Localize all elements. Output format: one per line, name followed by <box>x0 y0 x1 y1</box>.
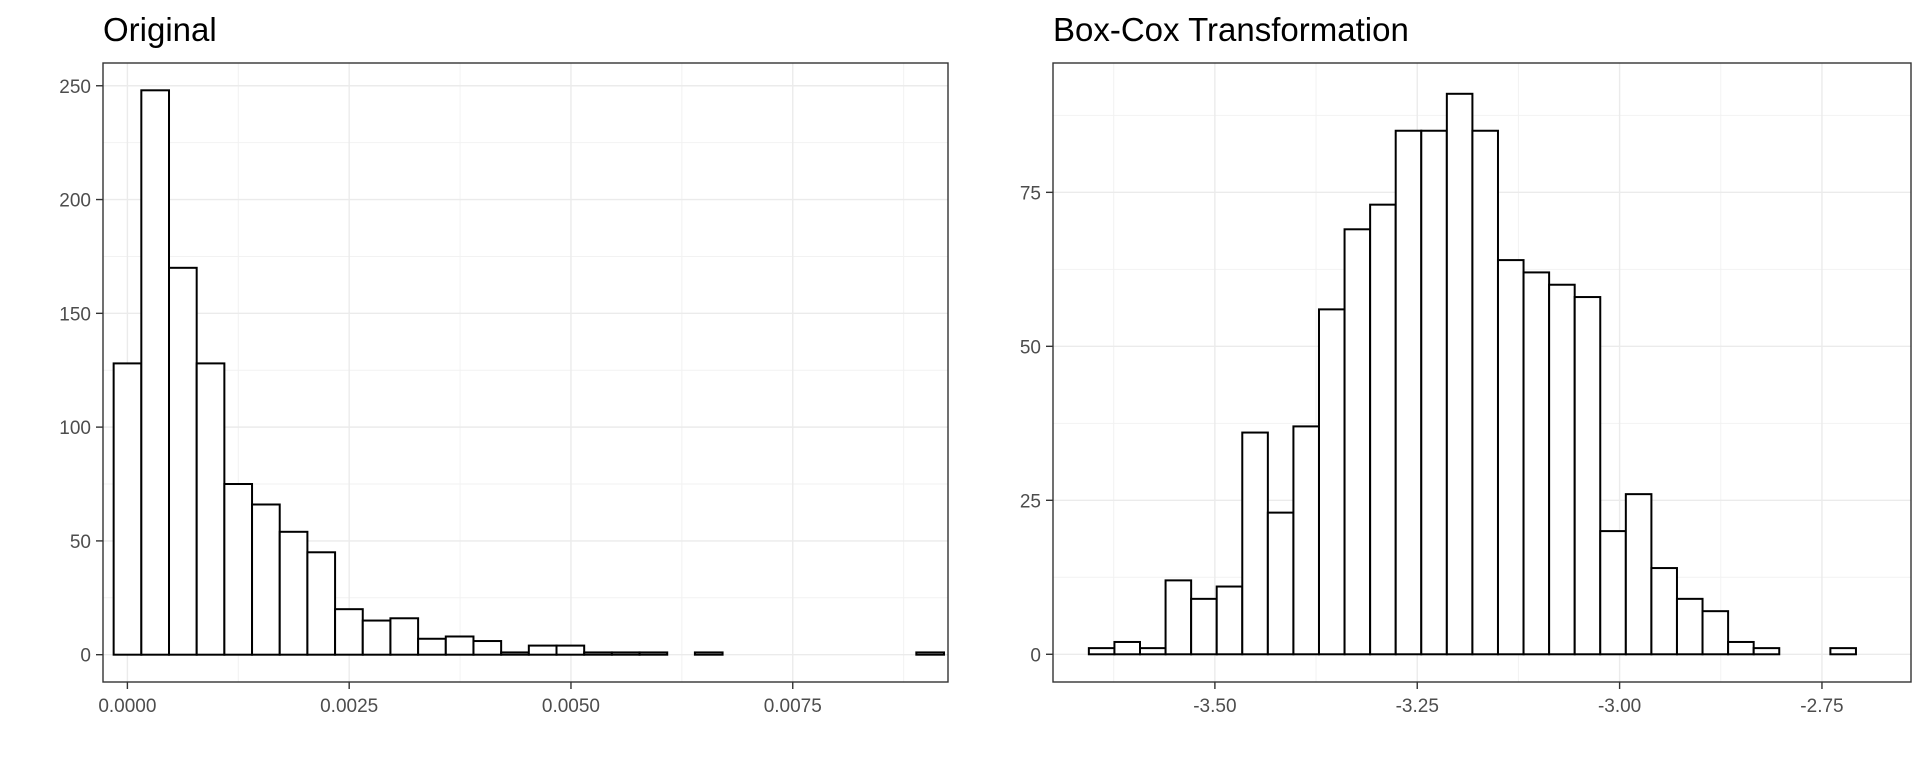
histogram-bar <box>472 640 503 656</box>
histogram-bar <box>1138 647 1167 656</box>
histogram-bar <box>1215 585 1244 656</box>
x-tick-label: -3.00 <box>1598 696 1641 717</box>
histogram-bar <box>1522 271 1551 656</box>
x-tick-label: -3.25 <box>1396 696 1439 717</box>
histogram-bar <box>1829 647 1857 656</box>
histogram-bar <box>1369 203 1397 656</box>
x-tick-label: 0.0000 <box>98 696 156 717</box>
x-tick-label: 0.0050 <box>542 696 600 717</box>
histogram-bar <box>223 483 254 656</box>
histogram-bar <box>1496 259 1525 656</box>
histogram-bar <box>1420 129 1448 656</box>
x-tick-label: -2.75 <box>1800 696 1843 717</box>
y-tick-label: 150 <box>59 304 91 325</box>
histogram-bar <box>417 637 447 656</box>
x-tick-label: 0.0025 <box>320 696 378 717</box>
histogram-bar <box>1087 647 1116 656</box>
x-tick-label: -3.50 <box>1193 696 1236 717</box>
histogram-bar <box>1701 610 1730 656</box>
histogram-bar <box>915 651 946 656</box>
y-tick-label: 0 <box>1030 645 1041 666</box>
chart-title: Original <box>103 11 217 48</box>
histogram-bar <box>1727 640 1755 656</box>
x-tick-label: 0.0075 <box>764 696 822 717</box>
y-tick-label: 75 <box>1020 183 1041 204</box>
histogram-bar <box>1445 92 1474 656</box>
histogram-bar <box>610 651 641 656</box>
histogram-bar <box>693 651 724 656</box>
histogram-bar <box>1190 597 1218 656</box>
histogram-bar <box>334 608 364 656</box>
histogram-bar <box>195 362 226 656</box>
histogram-bar <box>140 89 171 656</box>
y-tick-label: 0 <box>80 646 91 667</box>
y-tick-label: 100 <box>59 418 91 439</box>
y-tick-label: 50 <box>1020 337 1041 358</box>
histogram-bar <box>444 635 475 656</box>
panel-border <box>102 62 949 683</box>
histogram-bar <box>1164 579 1193 656</box>
panel-original: Original 0.0000 0.0025 0.0050 0.0075 0 50 100 15… <box>59 11 949 717</box>
histogram-bar <box>1292 425 1320 656</box>
histogram-bar <box>112 362 143 656</box>
y-tick-label: 200 <box>59 191 91 212</box>
histogram-bar <box>1548 283 1576 656</box>
histogram-bar <box>1317 308 1346 656</box>
histogram-bar <box>1471 129 1499 656</box>
histogram-bar <box>555 644 586 656</box>
histogram-bar <box>278 530 309 656</box>
histogram-bar <box>1752 647 1781 656</box>
histogram-bar <box>1343 228 1372 656</box>
histogram-bar <box>1241 431 1269 656</box>
y-tick-label: 50 <box>70 532 91 553</box>
histogram-bar <box>638 651 669 656</box>
histogram-bar <box>168 266 198 656</box>
histogram-bar <box>1113 640 1141 656</box>
histogram-bar <box>1573 296 1602 656</box>
histogram-bar <box>1675 597 1704 656</box>
panel-box-cox: Box-Cox Transformation -3.50 -3.25 -3.00 -2.… <box>1020 11 1912 717</box>
histogram-bar <box>1266 511 1295 656</box>
panel-border <box>1052 62 1912 683</box>
histogram-bar <box>251 503 281 656</box>
y-tick-label: 250 <box>59 77 91 98</box>
histogram-bar <box>1394 129 1423 656</box>
histogram-bar <box>583 651 613 656</box>
histogram-bar <box>500 651 530 656</box>
histogram-bar <box>1650 567 1678 656</box>
chart-title: Box-Cox Transformation <box>1053 11 1409 48</box>
histogram-bar <box>1624 493 1653 656</box>
histogram-bar <box>389 617 420 656</box>
histogram-bar <box>361 619 392 656</box>
histogram-bar <box>306 551 337 656</box>
histogram-bar <box>1599 530 1627 656</box>
histogram-bar <box>527 644 558 656</box>
y-tick-label: 25 <box>1020 491 1041 512</box>
